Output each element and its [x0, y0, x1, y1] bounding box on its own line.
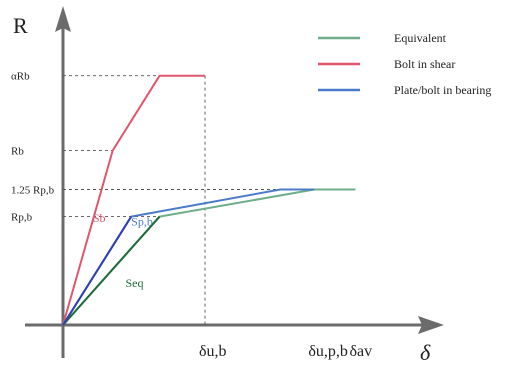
x-tick-label-dav: δav [350, 343, 373, 360]
y-axis-arrow [55, 6, 71, 32]
x-axis-label: δ [420, 340, 431, 365]
series-line-3 [62, 215, 161, 326]
guide-lines [63, 75, 356, 325]
y-tick-label-arb: αRb [11, 71, 30, 83]
annotation-sb: Sb [93, 211, 106, 225]
legend-label-0: Equivalent [394, 31, 447, 45]
legend-label-2: Plate/bolt in bearing [394, 83, 491, 97]
series-line-1 [62, 74, 205, 326]
series-line-4 [62, 216, 133, 326]
y-tick-label-125rpb: 1.25 Rp,b [11, 185, 55, 197]
y-tick-label-rpb: Rp,b [11, 212, 33, 224]
tick-labels: Rp,b Rb 1.25 Rp,b αRb δu,b δu,p,b δav [11, 71, 372, 360]
legend: Equivalent Bolt in shear Plate/bolt in bea… [318, 31, 491, 97]
series-line-0 [62, 188, 356, 326]
y-axis-label: R [13, 13, 28, 38]
x-tick-label-dupb: δu,p,b [308, 343, 348, 360]
annotation-seq: Seq [125, 276, 143, 290]
x-tick-label-dub: δu,b [199, 343, 227, 360]
annotation-spb: Sp,b [131, 214, 153, 228]
annotations: Sb Sp,b Seq [93, 211, 153, 290]
series-line-2 [62, 188, 315, 326]
y-tick-label-rb: Rb [11, 145, 24, 157]
series-lines [62, 74, 356, 326]
legend-label-1: Bolt in shear [394, 57, 455, 71]
x-axis-arrow [418, 316, 444, 334]
